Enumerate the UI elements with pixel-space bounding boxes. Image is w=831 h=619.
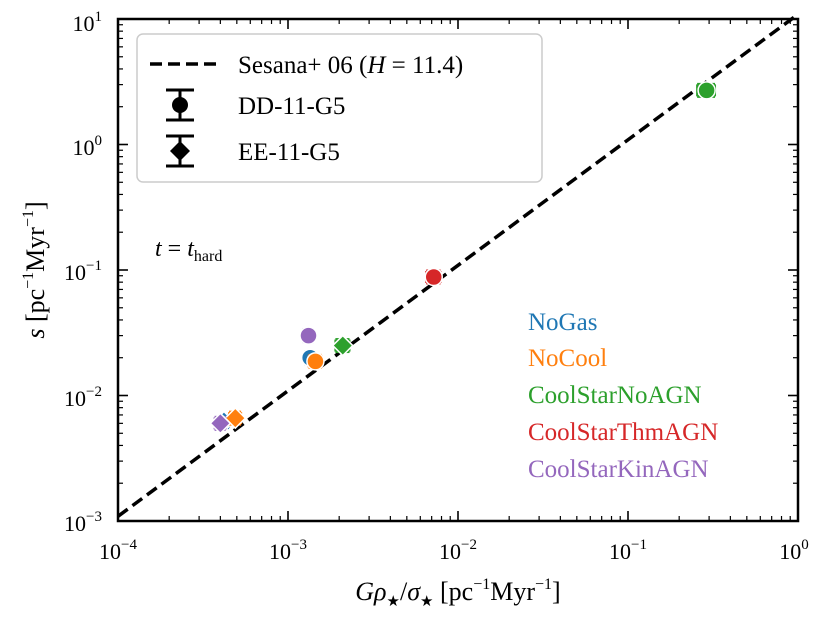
data-point-1-nocool-diamond xyxy=(224,407,247,430)
x-tick-label-0: 10−4 xyxy=(99,537,137,564)
legend: Sesana+ 06 (H = 11.4) DD-11-G5 EE-11-G5 xyxy=(136,33,543,183)
y-tick-label-2: 10−1 xyxy=(64,258,102,285)
x-axis-label: Gρ★/σ★ [pc−1Myr−1] xyxy=(355,576,560,610)
legend-fit-label: Sesana+ 06 (H = 11.4) xyxy=(238,52,463,79)
simulation-labels: NoGas NoCool CoolStarNoAGN CoolStarThmAG… xyxy=(528,309,718,483)
x-tick-labels: 10−4 10−3 10−2 10−1 100 xyxy=(99,537,809,564)
y-tick-label-0: 10−3 xyxy=(64,509,102,536)
x-tick-label-3: 10−1 xyxy=(609,537,647,564)
data-point-6-coolstarnoagn-diamond xyxy=(331,334,354,357)
time-annotation: t = thard xyxy=(155,236,222,265)
legend-box xyxy=(136,33,543,183)
legend-circle-label: DD-11-G5 xyxy=(238,93,345,120)
sim-label-coolstarkinagn: CoolStarKinAGN xyxy=(528,456,709,483)
x-tick-label-4: 100 xyxy=(779,537,809,564)
data-point-7-coolstarthmagn-circle xyxy=(424,267,443,287)
data-points xyxy=(209,81,717,435)
x-tick-label-2: 10−2 xyxy=(439,537,477,564)
y-tick-label-4: 101 xyxy=(73,9,103,36)
axis-ticks xyxy=(117,18,799,522)
data-point-2-coolstarkinagn-diamond xyxy=(209,412,232,435)
legend-diamond-swatch xyxy=(166,134,194,168)
legend-circle-swatch xyxy=(166,88,194,122)
sim-label-coolstarthmagn: CoolStarThmAGN xyxy=(528,419,718,446)
sim-label-coolstarnoagn: CoolStarNoAGN xyxy=(528,382,702,409)
data-point-4-coolstarkinagn-circle xyxy=(299,326,318,345)
y-tick-label-3: 100 xyxy=(73,133,103,160)
sesana-fit-line xyxy=(116,12,800,518)
y-axis-label: s [pc−1Myr−1] xyxy=(20,201,50,338)
y-tick-labels: 10−3 10−2 10−1 100 101 xyxy=(64,9,102,536)
sim-label-nogas: NoGas xyxy=(528,309,597,336)
legend-diamond-label: EE-11-G5 xyxy=(238,139,340,166)
y-tick-label-1: 10−2 xyxy=(64,384,102,411)
sim-label-nocool: NoCool xyxy=(528,345,607,372)
x-tick-label-1: 10−3 xyxy=(269,537,307,564)
data-point-5-nocool-circle xyxy=(306,352,325,371)
data-point-8-coolstarnoagn-circle xyxy=(696,81,717,100)
